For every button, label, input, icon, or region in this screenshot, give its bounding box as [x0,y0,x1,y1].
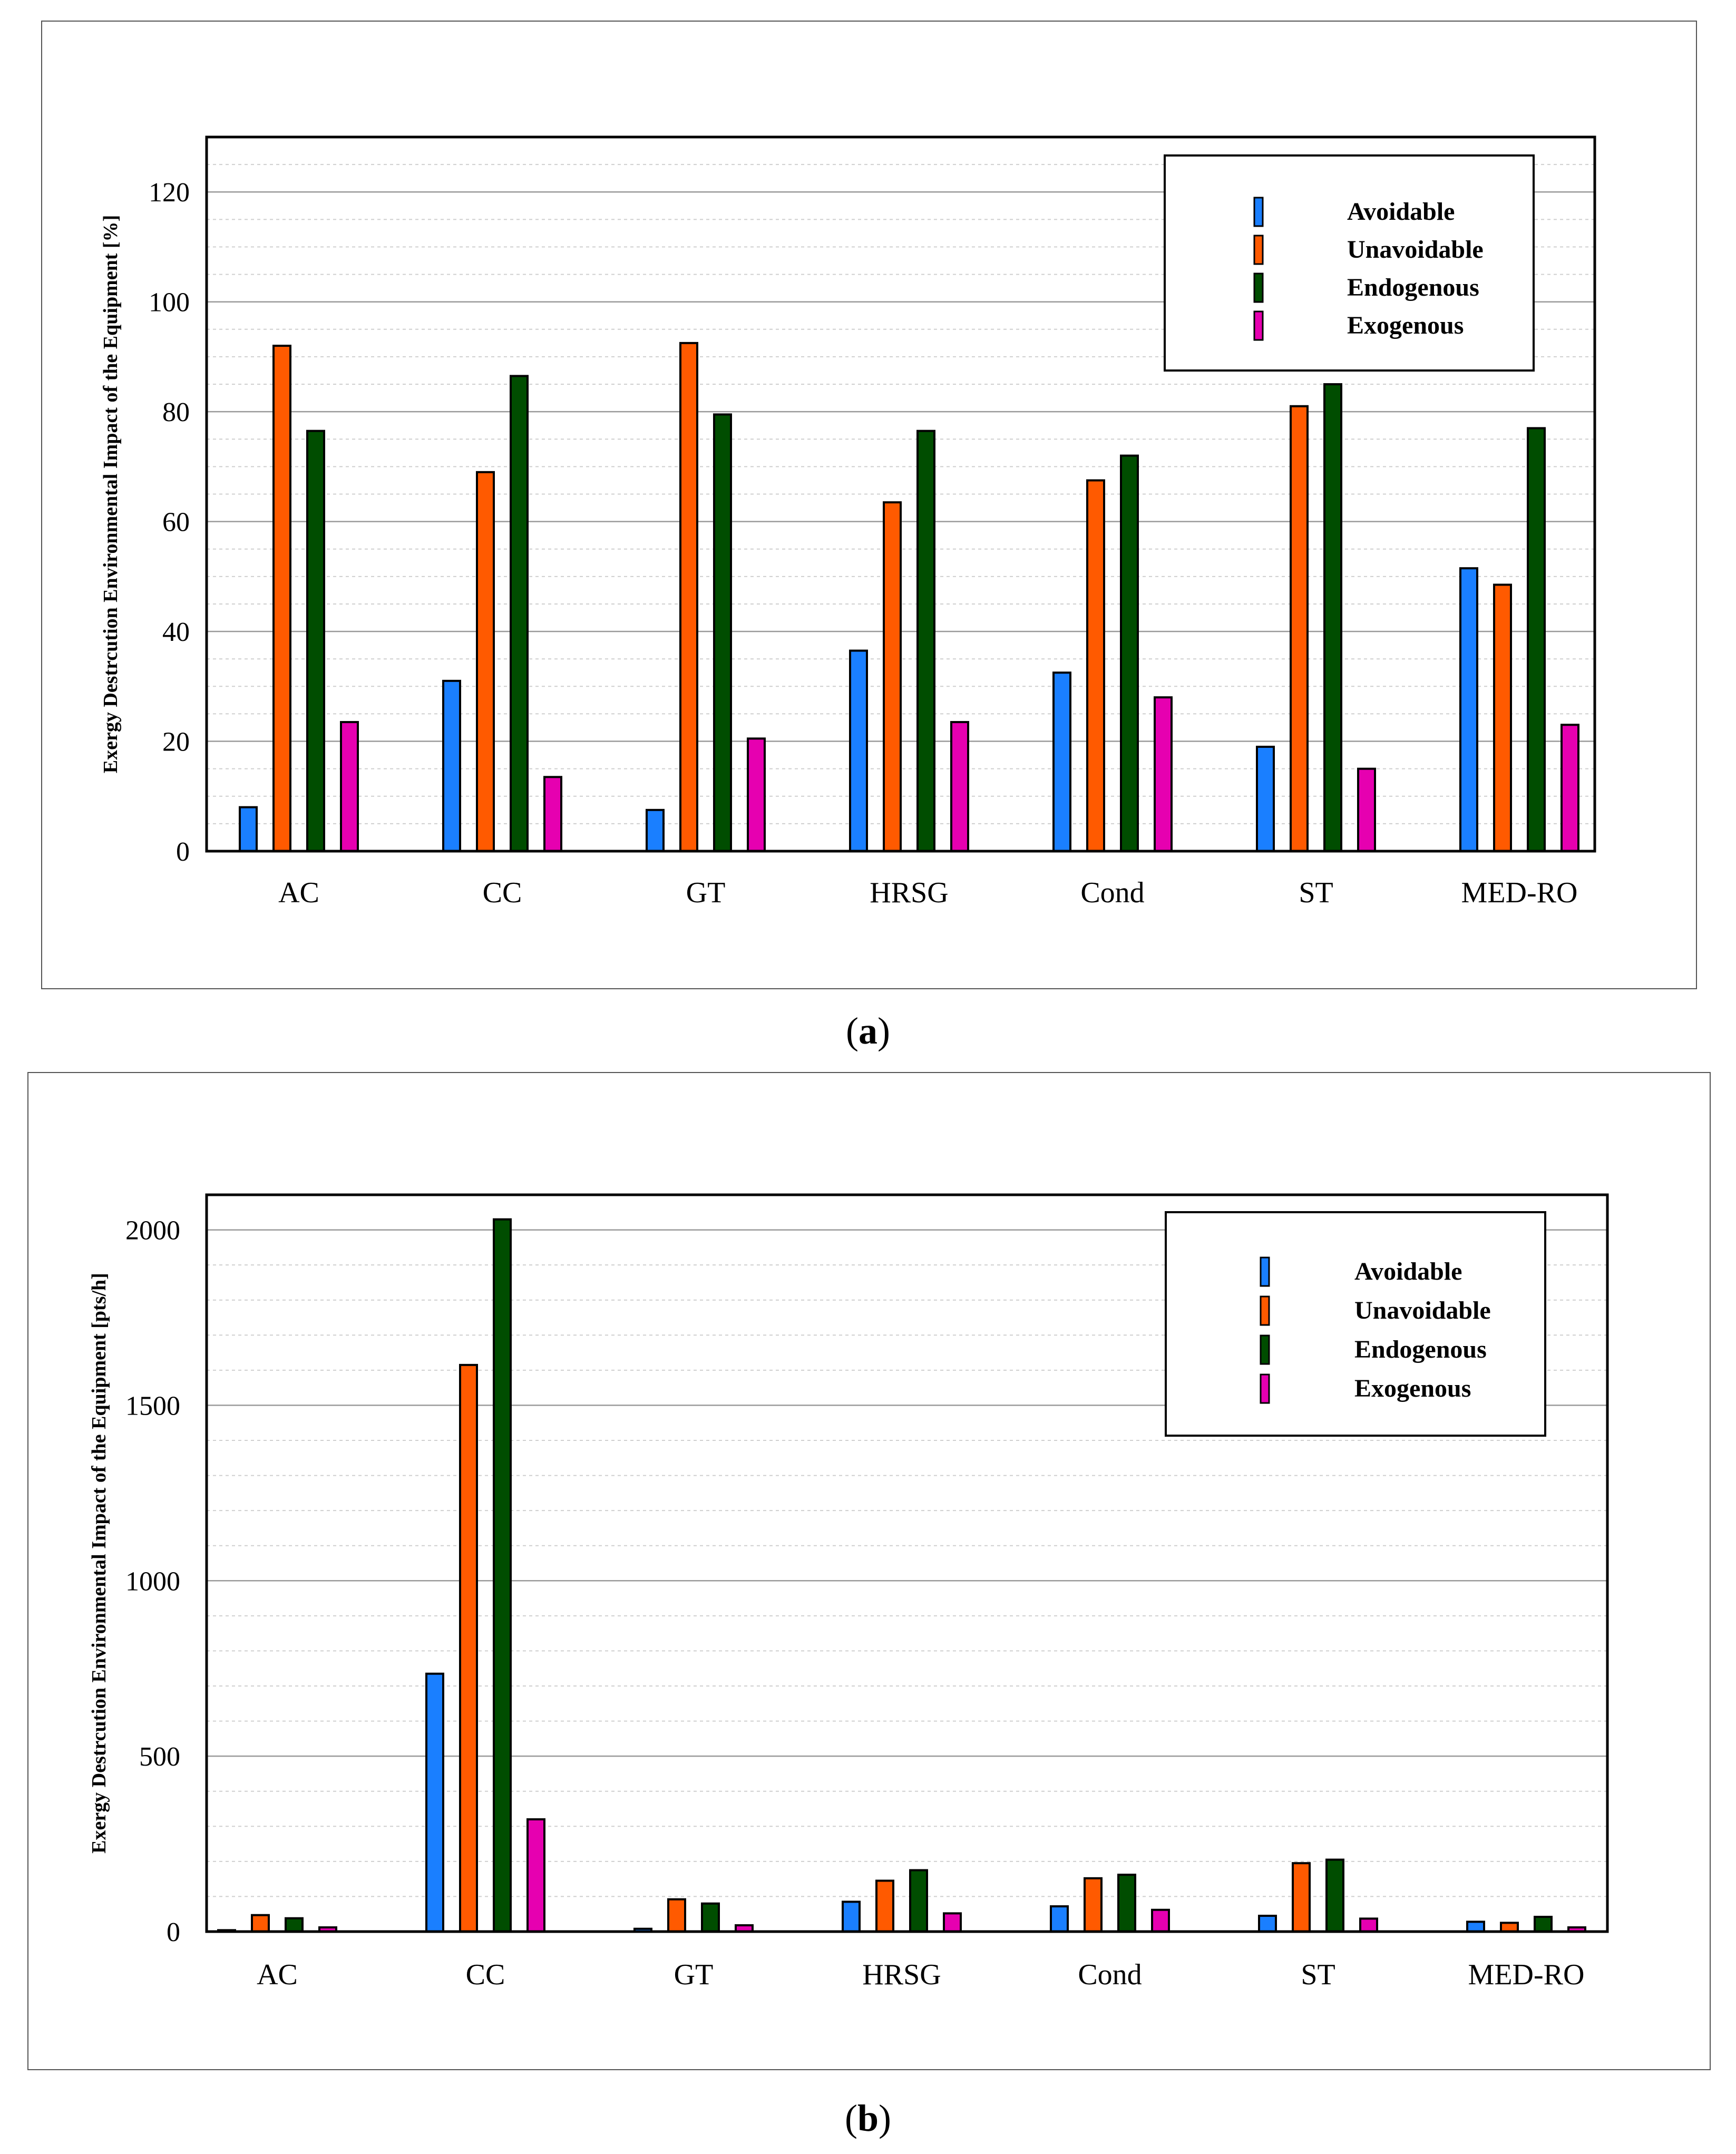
a-ytick-label: 40 [162,617,190,647]
b-bar-unavoidable-gt [667,1898,686,1933]
a-legend-label-endogenous: Endogenous [1347,274,1479,301]
a-bar-avoidable-ac [239,806,258,852]
b-bar-avoidable-med-ro [1466,1921,1485,1933]
a-category-label: MED-RO [1461,876,1578,909]
b-ytick-label: 0 [167,1917,180,1947]
b-legend-box [1165,1211,1546,1437]
b-y-axis-title: Exergy Destrcution Environmental Impact … [88,1273,110,1854]
caption-a: (a) [0,1009,1736,1053]
caption-a-open: ( [846,1010,859,1052]
b-category-label: GT [674,1958,714,1991]
b-legend-swatch-unavoidable [1260,1295,1270,1326]
a-category-label: CC [483,876,522,909]
caption-a-letter: a [859,1010,877,1052]
a-bar-unavoidable-ac [272,345,291,852]
a-category-label: Cond [1080,876,1144,909]
a-category-label: AC [278,876,319,909]
b-bar-endogenous-gt [701,1902,720,1933]
b-bar-avoidable-cc [425,1672,444,1933]
a-ytick-label: 80 [162,397,190,427]
b-bar-unavoidable-hrsg [875,1879,894,1933]
a-bar-endogenous-gt [713,413,732,852]
a-bar-avoidable-st [1256,745,1275,853]
b-ytick-label: 1500 [125,1391,180,1421]
b-category-label: MED-RO [1468,1958,1585,1991]
b-ytick-label: 2000 [125,1216,180,1246]
a-legend-swatch-endogenous [1253,272,1264,303]
a-legend-swatch-avoidable [1253,197,1264,227]
a-bar-avoidable-gt [646,808,665,852]
caption-b-letter: b [857,2097,879,2139]
a-bar-exogenous-st [1357,767,1376,852]
a-ytick-label: 20 [162,727,190,757]
a-bar-endogenous-st [1323,383,1342,852]
a-bar-exogenous-hrsg [950,721,969,853]
b-bar-unavoidable-ac [251,1914,270,1933]
b-bar-exogenous-cond [1151,1908,1170,1933]
b-category-label: HRSG [862,1958,941,1991]
b-legend-swatch-endogenous [1260,1334,1270,1365]
b-plot-frame [205,1193,1609,1933]
b-legend-swatch-exogenous [1260,1373,1270,1404]
b-bar-exogenous-cc [526,1818,545,1933]
b-bar-unavoidable-cc [459,1363,478,1933]
a-bar-endogenous-hrsg [916,430,935,852]
a-legend-label-unavoidable: Unavoidable [1347,236,1484,264]
a-plot-frame [205,135,1596,853]
a-ytick-label: 0 [176,837,190,867]
b-legend-label-avoidable: Avoidable [1354,1258,1462,1285]
a-legend-label-exogenous: Exogenous [1347,311,1464,339]
b-legend-label-exogenous: Exogenous [1354,1375,1471,1402]
b-legend-label-unavoidable: Unavoidable [1354,1297,1491,1324]
b-bar-unavoidable-cond [1084,1877,1103,1933]
a-category-label: GT [686,876,726,909]
a-bar-avoidable-hrsg [849,649,868,853]
b-bar-avoidable-cond [1050,1905,1069,1933]
b-bar-avoidable-st [1258,1915,1277,1933]
a-legend-label-avoidable: Avoidable [1347,198,1455,226]
a-bar-avoidable-cond [1052,671,1071,852]
b-bar-exogenous-hrsg [943,1912,962,1933]
a-bar-endogenous-med-ro [1527,427,1546,852]
b-bar-endogenous-cc [493,1218,512,1933]
b-bar-endogenous-med-ro [1534,1916,1553,1933]
b-bar-endogenous-st [1325,1858,1344,1933]
caption-a-close: ) [877,1010,890,1052]
b-bar-endogenous-ac [285,1917,304,1933]
b-bar-unavoidable-st [1292,1862,1311,1933]
a-legend-box [1164,154,1535,372]
b-category-label: Cond [1078,1958,1142,1991]
a-bar-avoidable-med-ro [1459,567,1478,852]
a-bar-avoidable-cc [442,679,461,853]
b-legend-swatch-avoidable [1260,1256,1270,1287]
caption-b: (b) [0,2097,1736,2140]
a-category-label: ST [1299,876,1333,909]
a-ytick-label: 60 [162,508,190,538]
a-category-label: HRSG [870,876,948,909]
a-y-axis-title: Exergy Destrcution Environmental Impact … [100,215,122,773]
b-bar-avoidable-hrsg [842,1900,861,1933]
a-bar-unavoidable-hrsg [883,501,902,852]
caption-b-open: ( [844,2097,857,2139]
a-bar-exogenous-cond [1154,696,1173,852]
b-legend-label-endogenous: Endogenous [1354,1336,1487,1363]
b-bar-endogenous-cond [1117,1874,1136,1933]
a-legend-swatch-unavoidable [1253,235,1264,265]
caption-b-close: ) [879,2097,891,2139]
b-category-label: ST [1301,1958,1335,1991]
a-ytick-label: 100 [149,288,190,318]
b-category-label: AC [257,1958,298,1991]
a-legend-swatch-exogenous [1253,310,1264,341]
a-bar-exogenous-gt [747,737,766,852]
b-bar-endogenous-hrsg [909,1869,928,1933]
a-bar-exogenous-cc [543,776,562,852]
b-ytick-label: 1000 [125,1566,180,1596]
b-category-label: CC [466,1958,505,1991]
a-ytick-label: 120 [149,178,190,208]
b-bar-exogenous-st [1359,1917,1378,1933]
b-ytick-label: 500 [139,1742,180,1772]
